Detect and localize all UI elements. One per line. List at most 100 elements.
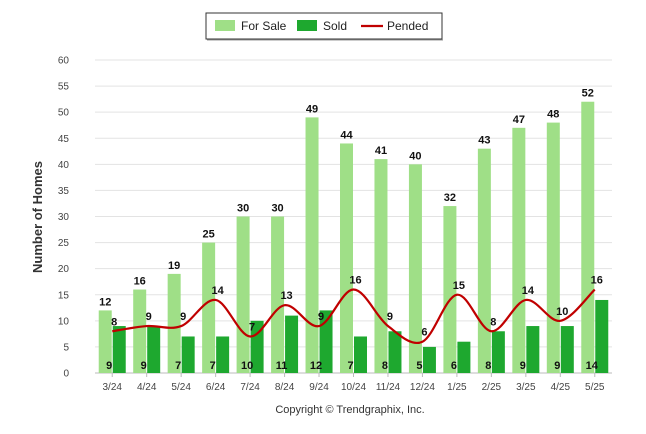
bar-for-sale bbox=[546, 122, 560, 373]
pended-value-label: 14 bbox=[522, 285, 535, 297]
for-sale-value-label: 41 bbox=[375, 145, 387, 157]
legend-swatch-for-sale bbox=[215, 20, 235, 31]
x-tick-label: 8/24 bbox=[275, 382, 295, 393]
y-axis: 0 5 10 15 20 25 30 35 40 45 50 55 60 bbox=[58, 56, 70, 380]
for-sale-value-label: 48 bbox=[547, 109, 559, 121]
for-sale-value-label: 49 bbox=[306, 103, 318, 115]
bar-sold bbox=[250, 320, 264, 373]
bar-sold bbox=[388, 331, 402, 373]
for-sale-value-label: 30 bbox=[237, 203, 249, 215]
bar-sold bbox=[354, 336, 367, 373]
bar-sold bbox=[112, 326, 126, 373]
for-sale-value-label: 30 bbox=[271, 203, 283, 215]
sold-value-label: 5 bbox=[416, 360, 422, 372]
bar-sold bbox=[560, 326, 574, 373]
sold-value-label: 12 bbox=[310, 360, 322, 372]
x-tick-label: 4/24 bbox=[137, 382, 157, 393]
x-tick-label: 1/25 bbox=[447, 382, 467, 393]
y-tick-label: 35 bbox=[58, 186, 70, 197]
sold-value-label: 7 bbox=[210, 360, 216, 372]
sold-value-label: 14 bbox=[586, 360, 599, 372]
y-tick-label: 20 bbox=[58, 264, 70, 275]
x-tick-label: 5/25 bbox=[585, 382, 605, 393]
sold-value-label: 9 bbox=[106, 360, 112, 372]
sold-value-label: 6 bbox=[451, 360, 457, 372]
pended-value-label: 6 bbox=[421, 327, 427, 339]
x-tick-label: 6/24 bbox=[206, 382, 226, 393]
x-tick-label: 3/25 bbox=[516, 382, 536, 393]
sold-value-label: 10 bbox=[241, 360, 253, 372]
legend: For Sale Sold Pended bbox=[205, 12, 443, 41]
sold-value-label: 9 bbox=[141, 360, 147, 372]
sold-value-label: 9 bbox=[554, 360, 560, 372]
bar-for-sale bbox=[202, 242, 216, 373]
pended-value-label: 8 bbox=[490, 316, 496, 328]
for-sale-value-label: 25 bbox=[203, 229, 215, 241]
pended-value-label: 16 bbox=[591, 275, 603, 287]
y-tick-label: 0 bbox=[63, 369, 69, 380]
data-labels: 12 9 16 9 19 7 25 7 30 10 30 11 49 12 44 7 41 8 40 5 32 6 43 8 4… bbox=[99, 88, 603, 372]
bar-sold bbox=[181, 336, 195, 373]
bar-for-sale bbox=[271, 216, 285, 373]
bar-for-sale bbox=[236, 216, 250, 373]
pended-value-label: 14 bbox=[212, 285, 225, 297]
legend-box bbox=[205, 12, 443, 40]
sold-value-label: 8 bbox=[485, 360, 491, 372]
pended-line bbox=[112, 288, 596, 344]
bar-sold bbox=[595, 299, 609, 373]
y-tick-label: 60 bbox=[58, 56, 70, 67]
bar-sold bbox=[147, 326, 161, 373]
pended-value-label: 8 bbox=[111, 316, 117, 328]
x-tick-label: 3/24 bbox=[102, 382, 122, 393]
y-tick-label: 45 bbox=[58, 134, 70, 145]
for-sale-value-label: 16 bbox=[134, 276, 146, 288]
for-sale-value-label: 47 bbox=[513, 114, 525, 126]
y-tick-label: 30 bbox=[58, 212, 70, 223]
pended-value-label: 9 bbox=[180, 311, 186, 323]
bar-for-sale bbox=[581, 101, 595, 373]
pended-value-label: 9 bbox=[318, 311, 324, 323]
bar-for-sale bbox=[167, 273, 181, 373]
copyright-text: Copyright © Trendgraphix, Inc. bbox=[275, 404, 424, 416]
x-tick-label: 2/25 bbox=[482, 382, 502, 393]
pended-value-label: 10 bbox=[556, 306, 568, 318]
for-sale-value-label: 32 bbox=[444, 192, 456, 204]
for-sale-value-label: 40 bbox=[409, 150, 421, 162]
bar-for-sale bbox=[512, 127, 526, 373]
y-tick-label: 25 bbox=[58, 238, 70, 249]
sold-value-label: 7 bbox=[347, 360, 353, 372]
pended-value-label: 9 bbox=[387, 311, 393, 323]
bar-sold bbox=[457, 341, 471, 373]
pended-line-group bbox=[112, 288, 596, 344]
sold-value-label: 7 bbox=[175, 360, 181, 372]
pended-value-label: 9 bbox=[146, 311, 152, 323]
pended-value-label: 16 bbox=[349, 275, 361, 287]
for-sale-value-label: 12 bbox=[99, 296, 111, 308]
x-tick-label: 7/24 bbox=[240, 382, 260, 393]
pended-value-label: 7 bbox=[249, 321, 255, 333]
grid bbox=[95, 59, 612, 374]
x-tick-label: 10/24 bbox=[341, 382, 366, 393]
bar-for-sale bbox=[443, 206, 457, 373]
bar-sold bbox=[319, 310, 333, 373]
y-axis-label: Number of Homes bbox=[30, 161, 45, 273]
sold-value-label: 8 bbox=[382, 360, 388, 372]
pended-value-label: 15 bbox=[453, 280, 465, 292]
bar-for-sale bbox=[305, 117, 319, 373]
bar-sold bbox=[422, 346, 436, 373]
legend-label: For Sale bbox=[241, 19, 287, 33]
x-tick-label: 4/25 bbox=[551, 382, 571, 393]
legend-swatch-sold bbox=[297, 20, 317, 31]
bar-sold bbox=[526, 326, 540, 373]
bar-for-sale bbox=[98, 310, 112, 373]
bar-for-sale bbox=[374, 159, 388, 373]
x-tick-label: 11/24 bbox=[376, 382, 401, 393]
bar-sold bbox=[216, 336, 230, 373]
sold-value-label: 9 bbox=[520, 360, 526, 372]
sold-value-label: 11 bbox=[276, 360, 288, 372]
x-axis: 3/24 4/24 5/24 6/24 7/24 8/24 9/24 10/24 11/24 12… bbox=[102, 373, 605, 393]
y-tick-label: 10 bbox=[58, 316, 70, 327]
pended-value-label: 13 bbox=[280, 290, 292, 302]
